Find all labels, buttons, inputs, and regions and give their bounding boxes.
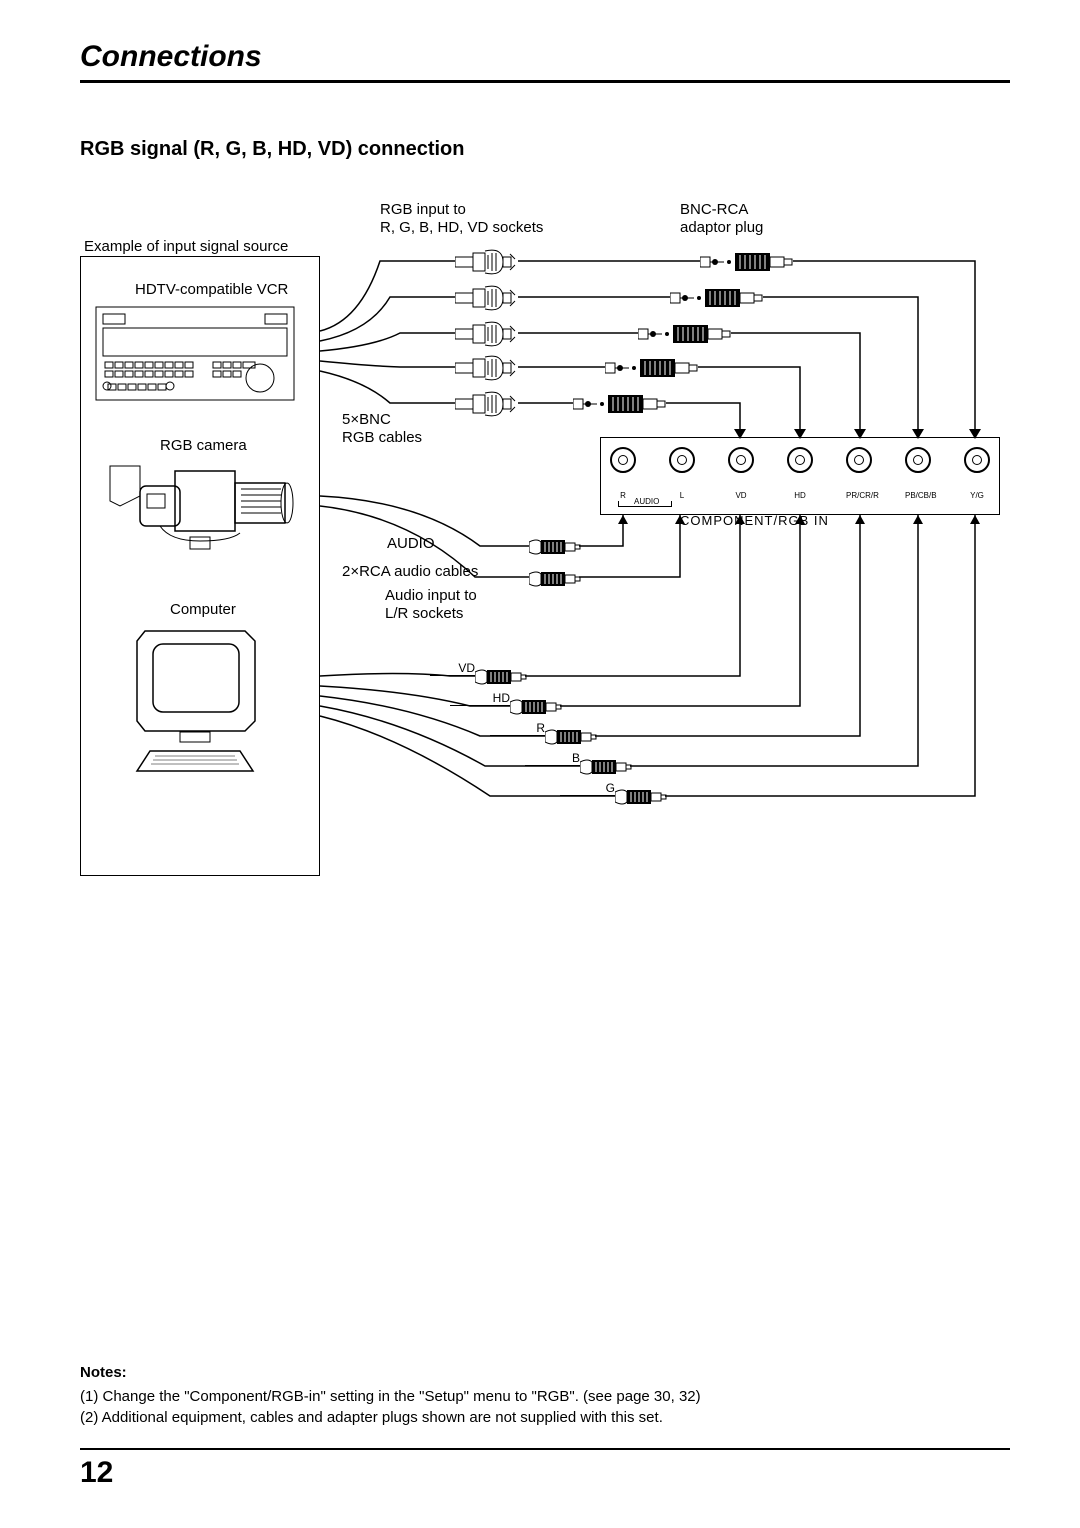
note-1: (1) Change the "Component/RGB-in" settin… [80,1386,701,1407]
label-rgb-input: RGB input to [380,201,466,218]
computer-icon [135,626,265,781]
camera-icon [105,461,295,561]
label-adaptor: adaptor plug [680,219,763,236]
connection-diagram: RGB input to R, G, B, HD, VD sockets BNC… [80,201,1010,881]
bnc-connector [455,389,535,413]
port-hd [787,447,813,473]
rca-connector [529,571,577,585]
adaptor-plug [670,287,760,307]
page-title: Connections [80,40,1010,83]
port-yg [964,447,990,473]
label-rgb-camera: RGB camera [160,437,247,454]
notes-heading: Notes: [80,1362,701,1383]
port-audio-r [610,447,636,473]
label-audio-small: AUDIO [634,497,659,506]
vcr-icon [95,306,295,406]
label-lr-sockets: L/R sockets [385,605,463,622]
adaptor-plug [638,323,728,343]
label-computer: Computer [170,601,236,618]
label-b: B [525,751,580,766]
bnc-connector [455,283,535,307]
rca-connector [475,669,523,683]
port-vd [728,447,754,473]
rca-connector [545,729,593,743]
label-rgb-sockets: R, G, B, HD, VD sockets [380,219,543,236]
label-2rca: 2×RCA audio cables [342,563,478,580]
label-bnc-rca: BNC-RCA [680,201,748,218]
label-audio: AUDIO [387,535,435,552]
page-number: 12 [80,1448,1010,1490]
bnc-connector [455,247,535,271]
rca-connector [580,759,628,773]
adaptor-plug [700,251,790,271]
port-labels: R L VD HD PR/CR/R PB/CB/B Y/G [610,491,990,500]
port-row [610,447,990,475]
label-hdtv-vcr: HDTV-compatible VCR [135,281,288,298]
label-audio-input: Audio input to [385,587,477,604]
label-example-source: Example of input signal source [84,238,288,255]
label-r: R [490,721,545,736]
port-pr [846,447,872,473]
bnc-connector [455,319,535,343]
panel-label: COMPONENT/RGB IN [680,513,829,528]
label-hd: HD [450,691,510,706]
rca-connector [529,539,577,553]
note-2: (2) Additional equipment, cables and ada… [80,1407,701,1428]
section-subtitle: RGB signal (R, G, B, HD, VD) connection [80,138,1010,161]
label-rgb-cables: RGB cables [342,429,422,446]
notes-section: Notes: (1) Change the "Component/RGB-in"… [80,1362,701,1428]
adaptor-plug [573,393,663,413]
label-g: G [560,781,615,796]
rca-connector [510,699,558,713]
port-pb [905,447,931,473]
adaptor-plug [605,357,695,377]
rca-connector [615,789,663,803]
label-5bnc: 5×BNC [342,411,391,428]
label-vd: VD [430,661,475,676]
port-audio-l [669,447,695,473]
bnc-connector [455,353,535,377]
